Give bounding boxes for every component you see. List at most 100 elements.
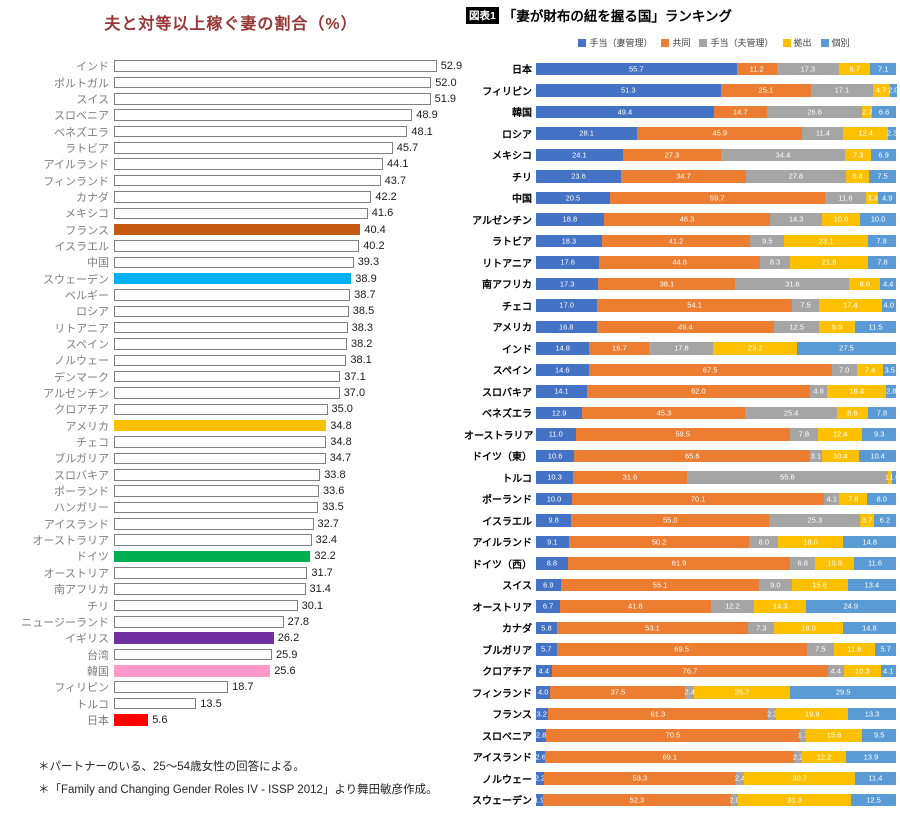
- right-chart-title: 「妻が財布の紐を握る国」ランキング: [502, 9, 732, 24]
- bar-segment: 7.4: [856, 363, 884, 376]
- right-chart-stacked-bar: 55.7 11.2 17.3 8.7 7.1: [536, 62, 896, 75]
- bar-segment: 4.9: [878, 191, 896, 204]
- left-chart-row: スウェーデン 38.9: [8, 270, 462, 286]
- segment-value-label: 7.5: [814, 644, 826, 654]
- left-chart-row: インド 52.9: [8, 58, 462, 74]
- bar-segment: 46.3: [603, 213, 771, 226]
- right-chart-row: ドイツ（東） 10.6 65.6 3.1 10.4 10.4: [464, 445, 897, 467]
- segment-value-label: 7.3: [756, 623, 767, 633]
- bar-segment: 17.6: [536, 256, 600, 269]
- segment-value-label: 45.9: [712, 128, 728, 138]
- category-label: ラトビア: [65, 142, 109, 155]
- right-chart-stacked-bar: 49.4 14.7 26.6 2.7 6.6: [536, 105, 896, 118]
- left-chart-row: リトアニア 38.3: [8, 320, 462, 336]
- right-chart-row: スイス 6.9 55.1 9.0 15.6 13.4: [464, 574, 897, 596]
- value-label: 48.1: [411, 125, 433, 138]
- bar-segment: 59.5: [575, 428, 790, 441]
- bar-segment: 53.1: [556, 621, 749, 634]
- bar-segment: 8.0: [867, 492, 897, 505]
- segment-value-label: 17.3: [559, 279, 575, 289]
- segment-value-label: 31.3: [787, 795, 802, 805]
- bar-segment: 11.5: [854, 320, 897, 333]
- left-chart-footnotes: ＊パートナーのいる、25～54歳女性の回答による。 ＊「Family and C…: [38, 756, 438, 802]
- bar-segment: 7.5: [791, 299, 819, 312]
- segment-value-label: 12.2: [816, 752, 832, 762]
- segment-value-label: 12.4: [832, 429, 848, 439]
- category-label: 南アフリカ: [54, 584, 109, 597]
- bar-segment: 12.2: [802, 750, 846, 763]
- category-label: インド: [502, 344, 532, 356]
- left-chart-row: 韓国 25.6: [8, 663, 462, 679]
- segment-value-label: 70.1: [690, 494, 706, 504]
- category-label: ノルウェー: [482, 774, 532, 786]
- segment-value-label: 28.1: [579, 128, 594, 138]
- category-label: デンマーク: [54, 371, 109, 384]
- bar-segment: 2.3: [767, 707, 778, 720]
- left-chart-bar: [114, 76, 432, 89]
- segment-value-label: 11.4: [815, 128, 830, 138]
- bar-segment: 50.2: [568, 535, 750, 548]
- footnote-source-note: ＊「Family and Changing Gender Roles IV - …: [38, 784, 438, 796]
- left-chart-row: トルコ 13.5: [8, 695, 462, 711]
- segment-value-label: 44.6: [672, 257, 687, 267]
- bar-segment: 23.2: [713, 342, 797, 355]
- legend-swatch: [782, 38, 791, 47]
- segment-value-label: 12.5: [789, 322, 805, 332]
- right-chart-stacked-bar: 6.9 55.1 9.0 15.6 13.4: [536, 578, 896, 591]
- segment-value-label: 14.8: [862, 623, 877, 633]
- category-label: メキシコ: [65, 208, 109, 221]
- segment-value-label: 11.6: [838, 193, 853, 203]
- bar-segment: 55.7: [536, 62, 737, 75]
- segment-value-label: 59.5: [675, 429, 690, 439]
- bar-segment: 6.8: [790, 557, 815, 570]
- bar-segment: 12.2: [710, 600, 755, 613]
- segment-value-label: 18.0: [803, 537, 818, 547]
- right-chart-stacked-bar: 10.3 31.6 55.8 1.3 1.0: [536, 471, 899, 484]
- bar-segment: 53.3: [543, 772, 736, 785]
- category-label: チリ: [87, 600, 109, 613]
- bar-segment: 28.1: [536, 127, 638, 140]
- value-label: 40.4: [364, 223, 386, 236]
- bar-segment: 19.0: [774, 621, 843, 634]
- category-label: ブルガリア: [54, 453, 109, 466]
- right-chart-stacked-bar: 17.3 38.1 31.6 8.6 4.4: [536, 277, 897, 290]
- left-chart-bar: [114, 452, 326, 465]
- category-label: イスラエル: [482, 516, 532, 528]
- legend-swatch: [699, 38, 708, 47]
- bar-segment: 23.6: [536, 170, 621, 183]
- segment-value-label: 8.8: [546, 558, 558, 568]
- segment-value-label: 4.4: [830, 666, 841, 676]
- right-chart-row: リトアニア 17.6 44.6 8.3 21.8 7.8: [464, 252, 897, 274]
- right-chart-stacked-bar: 23.6 34.7 27.8 6.4 7.5: [536, 170, 896, 183]
- bar-segment: 14.7: [713, 105, 767, 118]
- right-chart-stacked-bar: 51.3 25.1 17.1 4.7 2.0: [536, 84, 898, 97]
- segment-value-label: 24.1: [572, 150, 587, 160]
- figure-number-badge: 図表1: [466, 6, 499, 24]
- bar-segment: 10.4: [821, 449, 859, 462]
- bar-segment: 44.6: [599, 256, 760, 269]
- bar-segment: 34.7: [621, 170, 746, 183]
- category-label: スロバキア: [54, 469, 109, 482]
- segment-value-label: 27.5: [839, 343, 854, 353]
- right-chart-stacked-bar: 3.2 61.3 2.3 19.9 13.3: [536, 707, 896, 720]
- segment-value-label: 13.9: [863, 752, 879, 762]
- bar-segment: 11.6: [854, 557, 896, 570]
- bar-segment: 51.3: [536, 84, 721, 97]
- segment-value-label: 14.8: [555, 343, 570, 353]
- bar-segment: 6.7: [536, 600, 561, 613]
- right-chart-stacked-bar: 2.6 69.1 2.2 12.2 13.9: [535, 750, 896, 763]
- segment-value-label: 4.1: [826, 494, 837, 504]
- bar-segment: 17.4: [818, 299, 882, 312]
- bar-segment: 9.9: [819, 320, 855, 333]
- value-label: 38.3: [351, 321, 374, 334]
- right-chart-stacked-bar: 18.8 46.3 14.3 10.6 10.0: [536, 213, 897, 226]
- right-chart-header: 図表1 「妻が財布の紐を握る国」ランキング: [466, 5, 900, 25]
- left-chart-row: チェコ 34.8: [8, 434, 462, 450]
- value-label: 38.2: [351, 338, 373, 351]
- category-label: 韓国: [512, 108, 532, 120]
- left-chart-bar: [114, 714, 149, 726]
- bar-segment: 8.6: [849, 277, 881, 290]
- category-label: イギリス: [65, 633, 109, 646]
- bar-segment: 14.8: [843, 535, 897, 548]
- category-label: ロシア: [76, 306, 109, 319]
